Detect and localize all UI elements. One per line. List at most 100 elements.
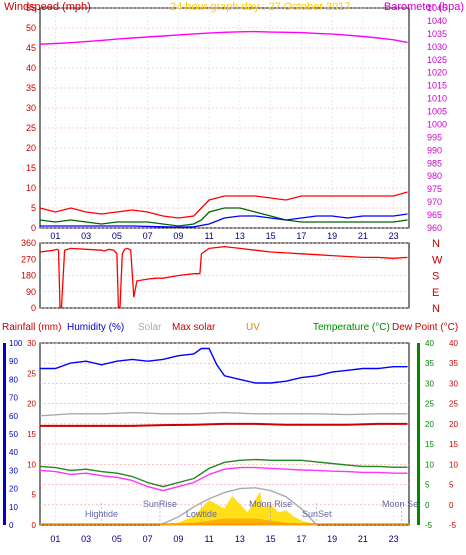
dewpoint-tick: 5 <box>449 481 454 490</box>
legend-label: Rainfall (mm) <box>2 322 61 333</box>
temp-x-tick: 03 <box>81 534 91 544</box>
temp-x-tick: 23 <box>389 534 399 544</box>
baro-y-tick: 975 <box>427 184 442 194</box>
rainfall-tick: 0 <box>32 521 37 530</box>
temp-tick-left: -5 <box>425 521 433 530</box>
baro-y-tick: 960 <box>427 223 442 233</box>
dewpoint-tick: 35 <box>449 359 458 368</box>
humidity-tick: 40 <box>9 448 18 457</box>
baro-y-tick: 985 <box>427 158 442 168</box>
series-direction <box>39 245 408 308</box>
compass-label: S <box>432 271 439 283</box>
baro-y-tick: 1035 <box>427 29 447 39</box>
humidity-tick: 100 <box>9 339 23 348</box>
humidity-tick: 10 <box>9 503 18 512</box>
legend-label: Humidity (%) <box>67 322 124 333</box>
humidity-tick: 90 <box>9 357 18 366</box>
compass-label: N <box>432 303 440 315</box>
baro-y-tick: 1000 <box>427 119 447 129</box>
dewpoint-tick: 10 <box>449 460 458 469</box>
temp-x-tick: 15 <box>266 534 276 544</box>
rainfall-tick: 25 <box>27 369 36 378</box>
humidity-tick: 0 <box>9 521 14 530</box>
temp-x-tick: 17 <box>296 534 306 544</box>
compass-label: W <box>432 254 443 266</box>
wind-y-ticks: 0 5 10 15 20 25 30 35 40 45 50 55 <box>26 3 36 233</box>
wind-y-tick: 35 <box>26 83 36 93</box>
wind-y-tick: 45 <box>26 43 36 53</box>
temp-tick-left: 20 <box>425 420 434 429</box>
temp-x-tick: 07 <box>143 534 153 544</box>
temp-series <box>39 347 409 526</box>
direction-grid <box>40 242 409 309</box>
legend-label: UV <box>246 322 260 333</box>
baro-y-tick: 1030 <box>427 42 447 52</box>
baro-y-tick: 1020 <box>427 68 447 78</box>
direction-y-tick: 0 <box>31 303 36 313</box>
direction-series <box>39 245 408 308</box>
annotation-label: Moon Rise <box>249 499 292 509</box>
wind-x-tick: 03 <box>81 231 91 241</box>
rainfall-tick: 20 <box>27 400 36 409</box>
wind-x-tick: 17 <box>296 231 306 241</box>
windspeed-label: Windspeed (mph) <box>4 1 91 13</box>
temp-tick-left: 10 <box>425 460 434 469</box>
temp-tick-left: 15 <box>425 440 434 449</box>
temp-x-tick: 01 <box>50 534 60 544</box>
wind-x-tick: 05 <box>112 231 122 241</box>
astro-annotations: Hightide SunRise Lowtide Moon Rise SunSet Moo… <box>85 499 421 525</box>
direction-y-tick: 360 <box>21 238 36 248</box>
direction-y-tick: 180 <box>21 271 36 281</box>
rainfall-tick: 15 <box>27 430 36 439</box>
wind-x-tick: 01 <box>50 231 60 241</box>
baro-y-tick: 1045 <box>427 3 447 13</box>
direction-y-ticks: 0 90 180 270 360 <box>21 238 36 313</box>
dewpoint-tick: -5 <box>449 521 457 530</box>
temp-legend: Rainfall (mm) Humidity (%) Solar Max solar U… <box>2 322 458 333</box>
temp-x-ticks: 01 03 05 07 09 11 13 15 17 19 21 23 <box>50 534 398 544</box>
humidity-tick: 80 <box>9 375 18 384</box>
humidity-tick: 50 <box>9 430 18 439</box>
series-temperature <box>39 458 408 488</box>
wind-x-tick: 13 <box>235 231 245 241</box>
series-humidity <box>40 347 408 384</box>
baro-y-tick: 1005 <box>427 107 447 117</box>
humidity-axis-bar <box>3 343 6 525</box>
baro-y-tick: 990 <box>427 145 442 155</box>
temp-tick-left: 40 <box>425 339 434 348</box>
wind-y-tick: 25 <box>26 123 36 133</box>
temp-x-tick: 11 <box>204 534 213 544</box>
wind-x-tick: 21 <box>358 231 368 241</box>
series-gust <box>39 191 408 219</box>
series-wind <box>39 207 408 227</box>
dewpoint-tick: 25 <box>449 400 458 409</box>
baro-y-tick: 1015 <box>427 81 447 91</box>
wind-y-tick: 15 <box>26 163 36 173</box>
wind-y-tick: 55 <box>26 3 36 13</box>
wind-x-tick: 15 <box>266 231 276 241</box>
wind-y-tick: 50 <box>26 23 36 33</box>
humidity-tick: 70 <box>9 394 18 403</box>
humidity-tick: 30 <box>9 466 18 475</box>
annotation-label: SunSet <box>302 509 332 519</box>
rainfall-tick: 30 <box>27 339 36 348</box>
temp-x-tick: 05 <box>112 534 122 544</box>
wind-y-tick: 20 <box>26 143 36 153</box>
wind-series <box>39 30 408 228</box>
wind-y-tick: 5 <box>31 203 36 213</box>
series-dewpoint <box>39 466 408 492</box>
baro-y-tick: 995 <box>427 132 442 142</box>
wind-x-tick: 11 <box>204 231 213 241</box>
wind-grid <box>40 7 409 229</box>
series-avg <box>40 213 408 228</box>
baro-y-tick: 1025 <box>427 55 447 65</box>
wind-y-tick: 30 <box>26 103 36 113</box>
temperature-panel: Hightide SunRise Lowtide Moon Rise SunSet Moo… <box>2 322 458 544</box>
temp-tick-left: 5 <box>425 481 430 490</box>
annotation-label: SunRise <box>143 499 177 509</box>
compass-label: N <box>432 238 440 250</box>
